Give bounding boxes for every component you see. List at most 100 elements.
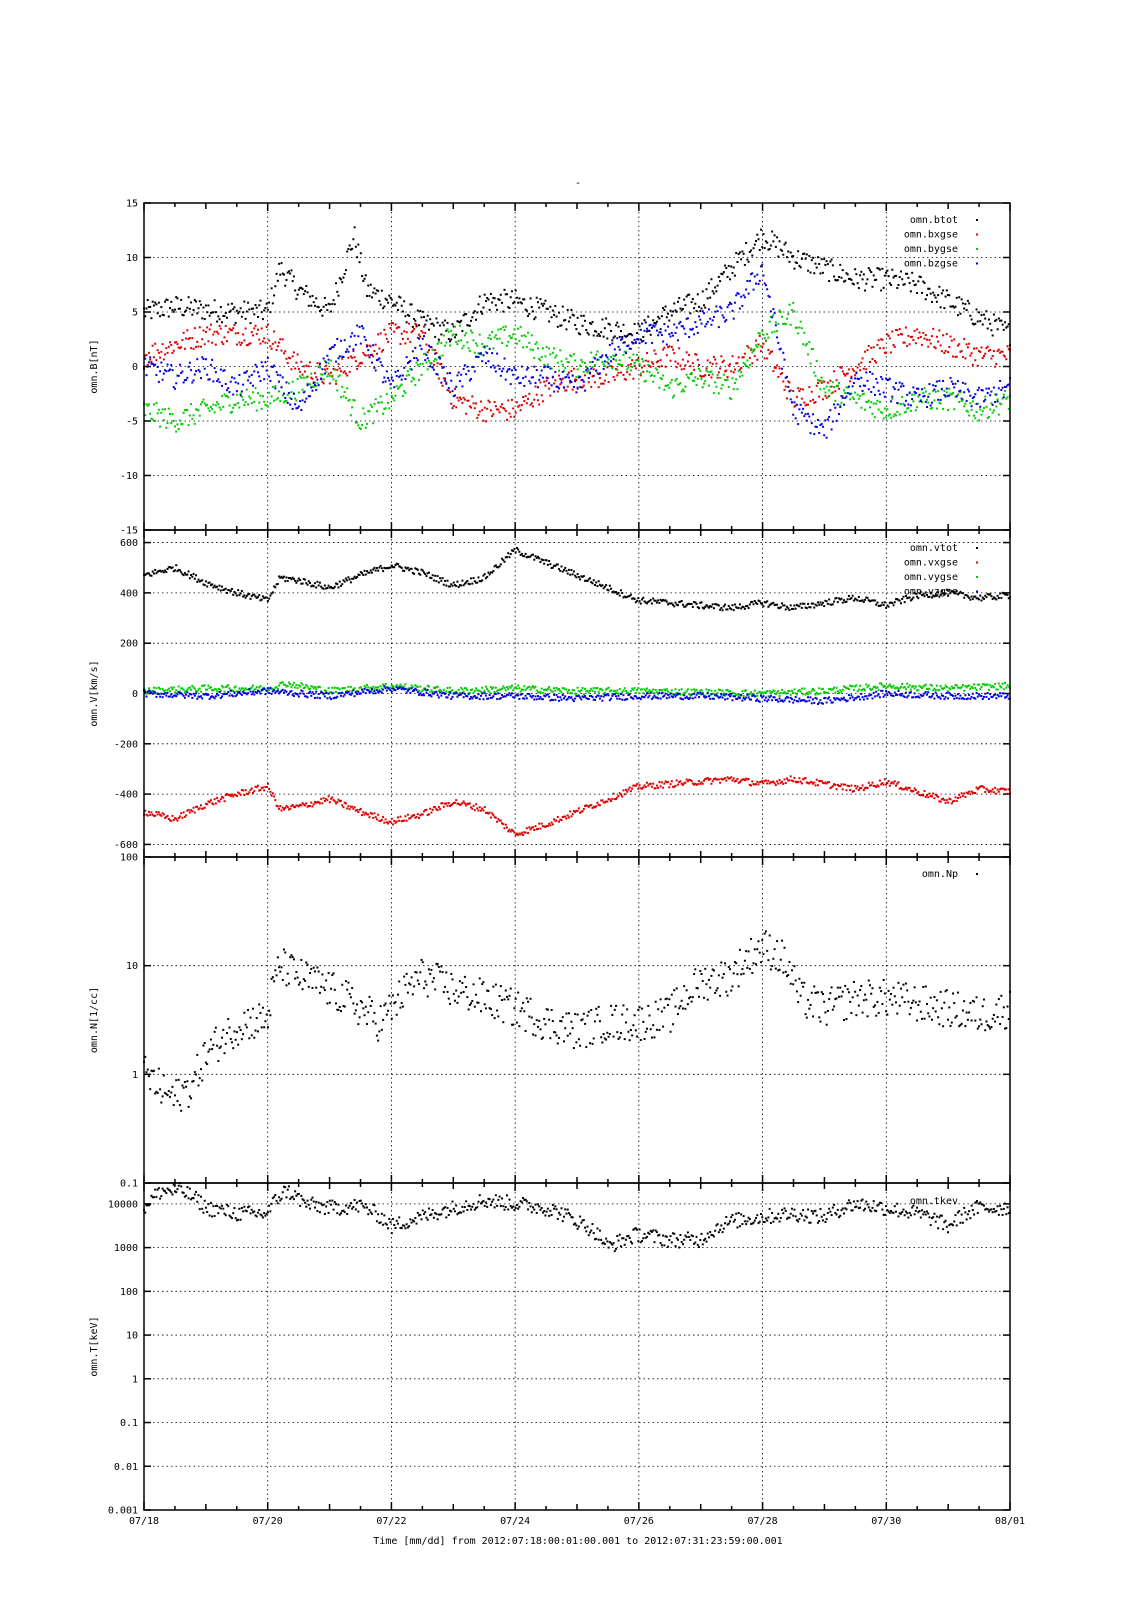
data-point (784, 608, 787, 611)
data-point (204, 358, 207, 361)
data-point (185, 408, 188, 411)
data-point (436, 321, 439, 324)
data-point (814, 374, 817, 377)
data-point (901, 597, 904, 600)
data-point (956, 796, 959, 799)
data-point (985, 596, 988, 599)
data-point (683, 390, 686, 393)
data-point (624, 788, 627, 791)
data-point (414, 383, 417, 386)
data-point (408, 687, 411, 690)
data-point (478, 295, 481, 298)
data-point (195, 300, 198, 303)
data-point (240, 687, 243, 690)
data-point (737, 606, 740, 609)
data-point (694, 353, 697, 356)
data-point (994, 401, 997, 404)
data-point (472, 311, 475, 314)
data-point (911, 598, 914, 601)
data-point (401, 338, 404, 341)
data-point (963, 792, 966, 795)
data-point (426, 368, 429, 371)
data-point (180, 571, 183, 574)
data-point (270, 287, 273, 290)
data-point (192, 572, 195, 575)
data-point (898, 599, 901, 602)
data-point (864, 598, 867, 601)
data-point (554, 304, 557, 307)
data-point (155, 373, 158, 376)
data-point (470, 319, 473, 322)
data-point (841, 370, 844, 373)
data-point (527, 397, 530, 400)
data-point (914, 592, 917, 595)
data-point (559, 377, 562, 380)
data-point (229, 328, 232, 331)
data-point (235, 390, 238, 393)
data-point (555, 315, 558, 318)
data-point (321, 802, 324, 805)
data-point (659, 689, 662, 692)
data-point (783, 691, 786, 694)
data-point (592, 356, 595, 359)
data-point (750, 348, 753, 351)
data-point (519, 833, 522, 836)
data-point (358, 808, 361, 811)
data-point (424, 687, 427, 690)
data-point (990, 790, 993, 793)
data-point (740, 366, 743, 369)
data-point (964, 795, 967, 798)
data-point (378, 401, 381, 404)
data-point (514, 411, 517, 414)
data-point (675, 603, 678, 606)
data-point (729, 777, 732, 780)
data-point (358, 325, 361, 328)
data-point (636, 599, 639, 602)
data-point (860, 787, 863, 790)
data-point (524, 308, 527, 311)
data-point (514, 289, 517, 292)
data-point (647, 600, 650, 603)
data-point (880, 289, 883, 292)
data-point (755, 282, 758, 285)
data-point (758, 279, 761, 282)
data-point (766, 288, 769, 291)
data-point (383, 566, 386, 569)
data-point (815, 266, 818, 269)
data-point (763, 282, 766, 285)
data-point (501, 370, 504, 373)
data-point (191, 313, 194, 316)
data-point (513, 831, 516, 834)
data-point (198, 580, 201, 583)
data-point (159, 569, 162, 572)
data-point (980, 785, 983, 788)
data-point (207, 304, 210, 307)
data-point (999, 788, 1002, 791)
series-omn-vxgse (143, 775, 1011, 837)
data-point (382, 816, 385, 819)
data-point (463, 313, 466, 316)
data-point (748, 603, 751, 606)
data-point (705, 323, 708, 326)
data-point (861, 688, 864, 691)
data-point (945, 387, 948, 390)
data-point (169, 566, 172, 569)
data-point (648, 324, 651, 327)
data-point (939, 398, 942, 401)
data-point (572, 314, 575, 317)
data-point (287, 392, 290, 395)
data-point (318, 802, 321, 805)
data-point (908, 343, 911, 346)
data-point (297, 805, 300, 808)
data-point (927, 345, 930, 348)
data-point (498, 688, 501, 691)
data-point (836, 384, 839, 387)
data-point (615, 798, 618, 801)
data-point (722, 359, 725, 362)
data-point (823, 258, 826, 261)
data-point (937, 294, 940, 297)
data-point (994, 597, 997, 600)
data-point (501, 687, 504, 690)
data-point (876, 784, 879, 787)
data-point (489, 366, 492, 369)
